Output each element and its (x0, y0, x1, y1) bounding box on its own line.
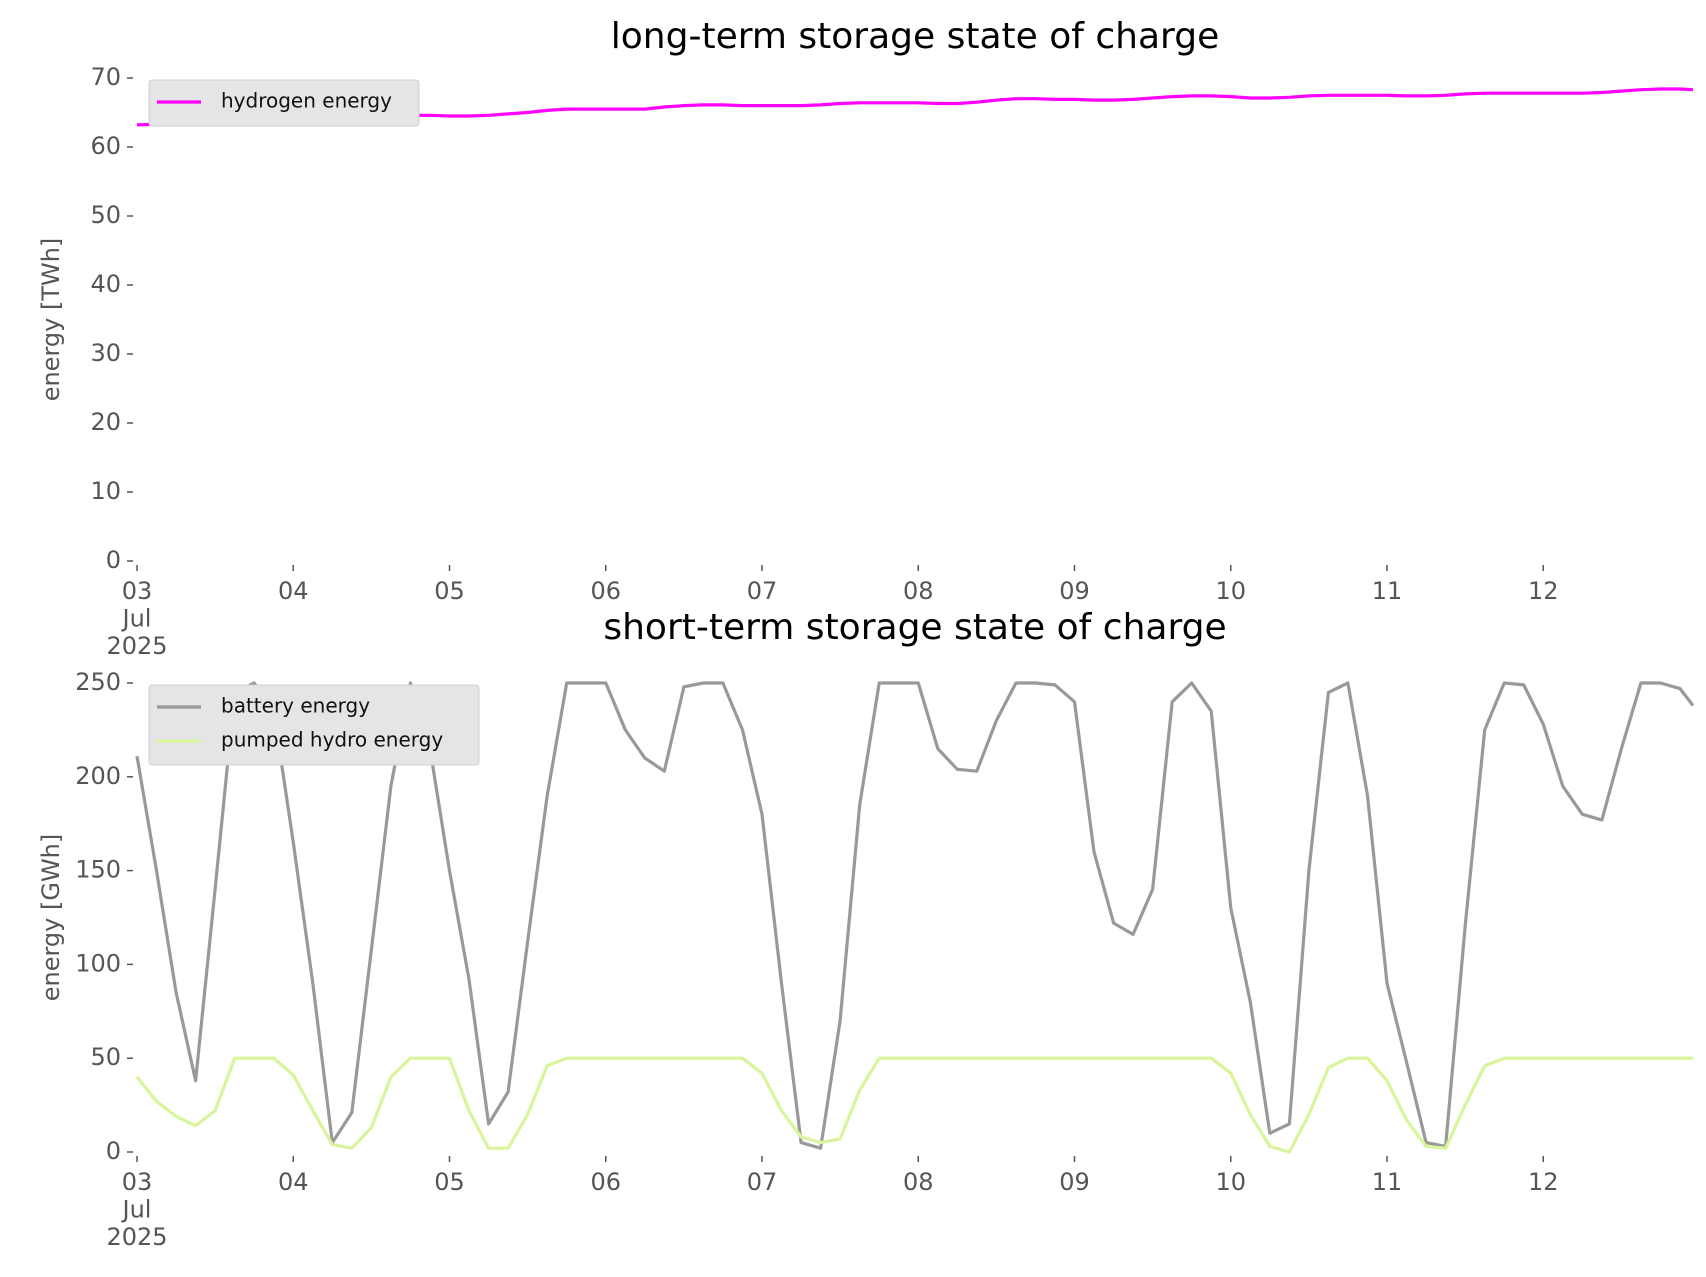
x-tick-label: 07 (747, 1168, 778, 1196)
legend-label: battery energy (221, 694, 370, 718)
x-tick-label: 05 (434, 577, 465, 605)
x-tick-label: 03 Jul 2025 (106, 1168, 167, 1251)
y-tick-label: 40 (90, 270, 121, 298)
legend: battery energy pumped hydro energy (148, 684, 480, 766)
chart-title: long-term storage state of charge (611, 16, 1219, 57)
y-tick-label: 250 (75, 668, 121, 696)
y-axis-label: energy [TWh] (37, 238, 65, 402)
x-tick-label: 08 (903, 1168, 934, 1196)
legend: hydrogen energy (148, 79, 420, 127)
y-tick-label: 30 (90, 339, 121, 367)
legend-box (148, 79, 420, 127)
x-tick-label: 10 (1215, 577, 1246, 605)
y-tick-label: 70 (90, 63, 121, 91)
y-tick-label: 200 (75, 762, 121, 790)
y-tick-label: 60 (90, 132, 121, 160)
series-line (135, 1056, 1693, 1154)
legend-box (148, 684, 480, 766)
x-tick-label: 05 (434, 1168, 465, 1196)
x-tick-label: 12 (1528, 577, 1559, 605)
y-tick-label: 0 (106, 546, 121, 574)
legend-label: hydrogen energy (221, 89, 392, 113)
y-tick-label: 0 (106, 1137, 121, 1165)
y-tick-label: 150 (75, 856, 121, 884)
chart-title: short-term storage state of charge (603, 607, 1226, 648)
y-tick-label: 20 (90, 408, 121, 436)
x-tick-label: 04 (278, 1168, 309, 1196)
x-tick-label: 11 (1372, 1168, 1403, 1196)
x-tick-label: 12 (1528, 1168, 1559, 1196)
y-tick-label: 100 (75, 949, 121, 977)
x-tick-label: 11 (1372, 577, 1403, 605)
y-tick-label: 50 (90, 201, 121, 229)
y-tick-label: 10 (90, 477, 121, 505)
x-tick-label: 07 (747, 577, 778, 605)
y-tick-label: 50 (90, 1043, 121, 1071)
x-tick-label: 09 (1059, 1168, 1090, 1196)
x-tick-label: 03 Jul 2025 (106, 577, 167, 660)
x-tick-label: 09 (1059, 577, 1090, 605)
x-tick-label: 06 (590, 1168, 621, 1196)
x-tick-label: 08 (903, 577, 934, 605)
y-axis-label: energy [GWh] (37, 834, 65, 1002)
legend-label: pumped hydro energy (221, 728, 443, 752)
x-tick-label: 06 (590, 577, 621, 605)
x-tick-label: 10 (1215, 1168, 1246, 1196)
x-tick-label: 04 (278, 577, 309, 605)
